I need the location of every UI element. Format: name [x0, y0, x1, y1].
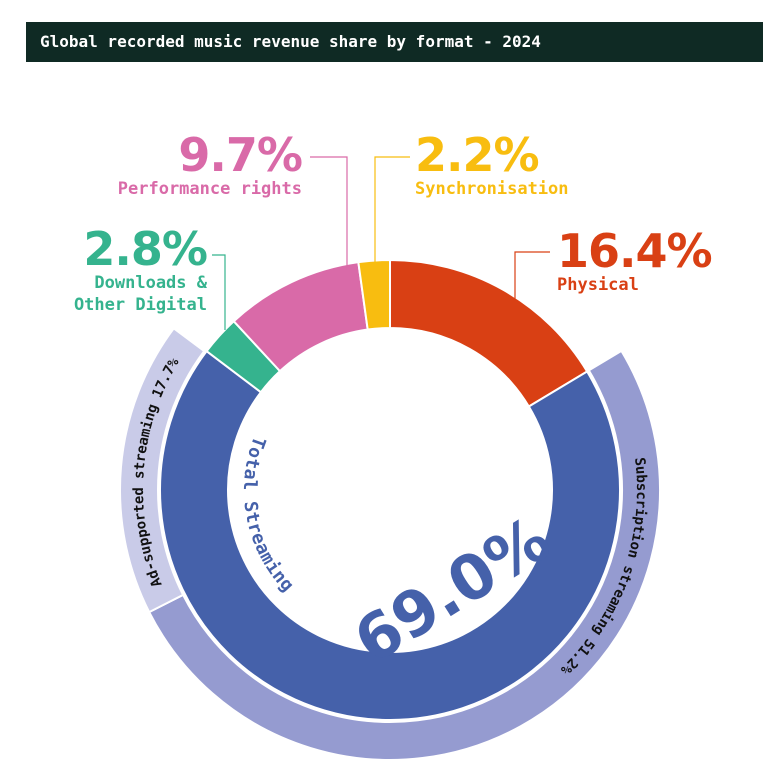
value-label: 2.2%: [415, 128, 540, 182]
segment-label: 16.4% Physical: [557, 224, 713, 296]
value-label: 2.8%: [83, 222, 208, 276]
segment-label: 2.8% Downloads & Other Digital: [47, 222, 208, 316]
leader-line: [212, 254, 226, 330]
donut-segment: [357, 258, 391, 331]
value-label: 9.7%: [178, 128, 303, 182]
outer-segment: [119, 326, 206, 614]
leader-line: [310, 156, 348, 270]
outer-segment: [147, 349, 661, 762]
leader-line: [374, 156, 410, 268]
segment-label: 2.2% Synchronisation: [415, 132, 569, 200]
category-label: Physical: [557, 275, 639, 295]
category-label: Performance rights: [117, 179, 302, 199]
segment-label: 9.7% Performance rights: [117, 128, 303, 200]
chart-title: Global recorded music revenue share by f…: [26, 22, 763, 62]
leader-line: [514, 251, 550, 300]
value-label: 16.4%: [557, 224, 713, 278]
category-label: Synchronisation: [415, 179, 569, 199]
donut-segment: [159, 349, 621, 721]
category-label: Downloads & Other Digital: [73, 273, 207, 315]
